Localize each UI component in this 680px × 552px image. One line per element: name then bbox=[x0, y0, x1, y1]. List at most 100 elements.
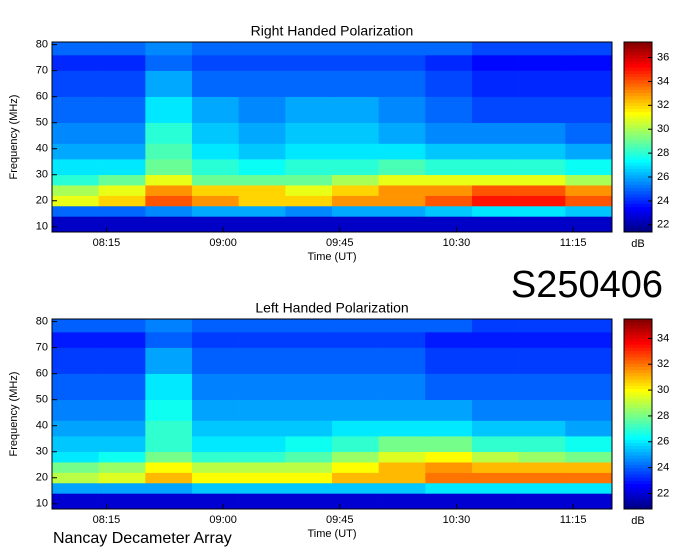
heatmap-cell bbox=[332, 399, 379, 421]
heatmap-cell bbox=[145, 462, 193, 473]
colorbar-segment bbox=[624, 401, 652, 405]
heatmap-cell bbox=[472, 482, 519, 494]
heatmap-cell bbox=[425, 399, 473, 421]
heatmap-cell bbox=[285, 482, 333, 494]
colorbar-segment bbox=[624, 64, 652, 68]
colorbar-segment bbox=[624, 127, 652, 132]
heatmap-cell bbox=[378, 319, 426, 333]
heatmap-cell bbox=[378, 482, 426, 494]
heatmap-cell bbox=[238, 96, 286, 123]
heatmap-cell bbox=[425, 472, 473, 484]
colorbar-label: dB bbox=[631, 238, 644, 250]
colorbar-segment bbox=[624, 197, 652, 201]
heatmap-cell bbox=[238, 174, 286, 186]
heatmap-cell bbox=[518, 96, 566, 123]
heatmap-cell bbox=[98, 55, 146, 71]
x-tick-label: 10:30 bbox=[443, 514, 471, 526]
colorbar-tick-label: 26 bbox=[657, 171, 669, 183]
colorbar-segment bbox=[624, 171, 652, 176]
colorbar-segment bbox=[624, 159, 652, 163]
heatmap-cell bbox=[285, 399, 333, 421]
heatmap-cell bbox=[145, 195, 193, 207]
colorbar-segment bbox=[624, 67, 652, 71]
colorbar-segment bbox=[624, 455, 652, 459]
heatmap-cell bbox=[98, 174, 146, 186]
heatmap-cell bbox=[145, 205, 193, 217]
heatmap-cell bbox=[285, 174, 333, 186]
heatmap-cell bbox=[425, 143, 473, 160]
heatmap-cell bbox=[192, 174, 239, 186]
colorbar-segment bbox=[624, 95, 652, 100]
heatmap-cell bbox=[145, 332, 193, 348]
heatmap-cell bbox=[192, 332, 239, 348]
colorbar-segment bbox=[624, 471, 652, 475]
heatmap-cell bbox=[192, 143, 239, 160]
heatmap-cell bbox=[52, 55, 99, 71]
heatmap-cell bbox=[518, 373, 566, 400]
colorbar-tick-label: 22 bbox=[657, 487, 669, 499]
heatmap-cell bbox=[518, 159, 566, 176]
x-tick-label: 11:15 bbox=[560, 237, 587, 249]
colorbar-segment bbox=[624, 114, 652, 119]
heatmap-cell bbox=[332, 436, 379, 453]
heatmap-cell bbox=[52, 185, 99, 196]
heatmap-cell bbox=[98, 195, 146, 207]
heatmap-cell bbox=[238, 472, 286, 484]
heatmap-cell bbox=[518, 216, 566, 233]
heatmap-cell bbox=[98, 159, 146, 176]
heatmap-cell bbox=[565, 216, 613, 233]
heatmap-cell bbox=[52, 195, 99, 207]
colorbar-segment bbox=[624, 452, 652, 456]
heatmap-cell bbox=[145, 319, 193, 333]
heatmap-cell bbox=[332, 70, 379, 97]
heatmap-cell bbox=[145, 159, 193, 176]
x-tick-label: 09:45 bbox=[326, 514, 354, 526]
heatmap-cell bbox=[332, 55, 379, 71]
heatmap-cell bbox=[145, 185, 193, 196]
heatmap-cell bbox=[378, 205, 426, 217]
heatmap-cell bbox=[565, 55, 613, 71]
colorbar-segment bbox=[624, 80, 652, 84]
colorbar-segment bbox=[624, 502, 652, 507]
heatmap-cell bbox=[98, 472, 146, 484]
colorbar-segment bbox=[624, 206, 652, 211]
heatmap-cell bbox=[425, 174, 473, 186]
heatmap-cell bbox=[332, 493, 379, 510]
heatmap-cell bbox=[472, 436, 519, 453]
colorbar-segment bbox=[624, 483, 652, 488]
y-axis-label: Frequency (MHz) bbox=[8, 372, 20, 457]
heatmap-cell bbox=[285, 143, 333, 160]
heatmap-cell bbox=[145, 347, 193, 374]
heatmap-cell bbox=[332, 205, 379, 217]
colorbar-segment bbox=[624, 398, 652, 402]
heatmap-cell bbox=[472, 420, 519, 437]
heatmap-cell bbox=[192, 159, 239, 176]
heatmap-cell bbox=[518, 143, 566, 160]
heatmap-cell bbox=[238, 436, 286, 453]
heatmap-cell bbox=[52, 373, 99, 400]
heatmap-cell bbox=[145, 143, 193, 160]
y-tick-label: 80 bbox=[36, 39, 48, 51]
colorbar-segment bbox=[624, 388, 652, 393]
heatmap-cell bbox=[332, 482, 379, 494]
heatmap-cell bbox=[378, 399, 426, 421]
heatmap-cell bbox=[472, 319, 519, 333]
y-tick-label: 10 bbox=[36, 498, 48, 510]
heatmap-cell bbox=[425, 42, 473, 56]
colorbar-segment bbox=[624, 426, 652, 431]
colorbar-segment bbox=[624, 391, 652, 396]
heatmap-cell bbox=[518, 420, 566, 437]
colorbar-segment bbox=[624, 61, 652, 65]
heatmap-cell bbox=[285, 159, 333, 176]
heatmap-cell bbox=[425, 216, 473, 233]
heatmap-cell bbox=[238, 319, 286, 333]
heatmap-cell bbox=[565, 451, 613, 463]
heatmap-cell bbox=[518, 451, 566, 463]
colorbar-segment bbox=[624, 121, 652, 125]
heatmap-cell bbox=[98, 420, 146, 437]
heatmap-cell bbox=[98, 347, 146, 374]
heatmap-cells bbox=[52, 319, 613, 510]
heatmap-cell bbox=[52, 462, 99, 473]
heatmap-cell bbox=[518, 399, 566, 421]
heatmap-cell bbox=[378, 420, 426, 437]
